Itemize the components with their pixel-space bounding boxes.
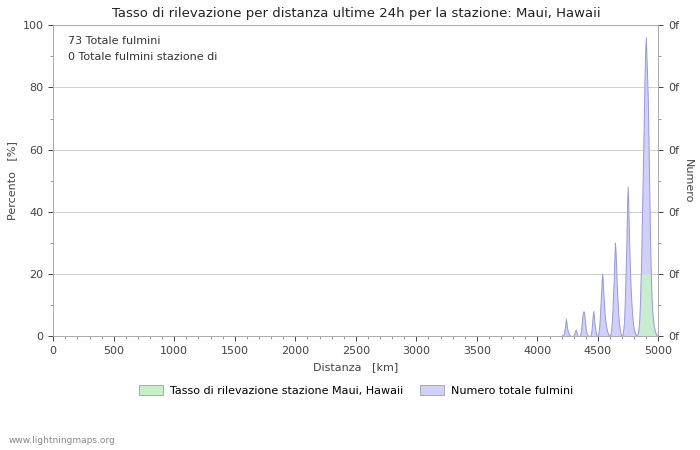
- Title: Tasso di rilevazione per distanza ultime 24h per la stazione: Maui, Hawaii: Tasso di rilevazione per distanza ultime…: [111, 7, 600, 20]
- Text: www.lightningmaps.org: www.lightningmaps.org: [8, 436, 115, 445]
- Y-axis label: Percento   [%]: Percento [%]: [7, 141, 17, 220]
- Text: 73 Totale fulmini: 73 Totale fulmini: [69, 36, 161, 46]
- Legend: Tasso di rilevazione stazione Maui, Hawaii, Numero totale fulmini: Tasso di rilevazione stazione Maui, Hawa…: [135, 382, 576, 399]
- Y-axis label: Numero: Numero: [683, 159, 693, 203]
- Text: 0 Totale fulmini stazione di: 0 Totale fulmini stazione di: [69, 52, 218, 62]
- X-axis label: Distanza   [km]: Distanza [km]: [313, 362, 398, 372]
